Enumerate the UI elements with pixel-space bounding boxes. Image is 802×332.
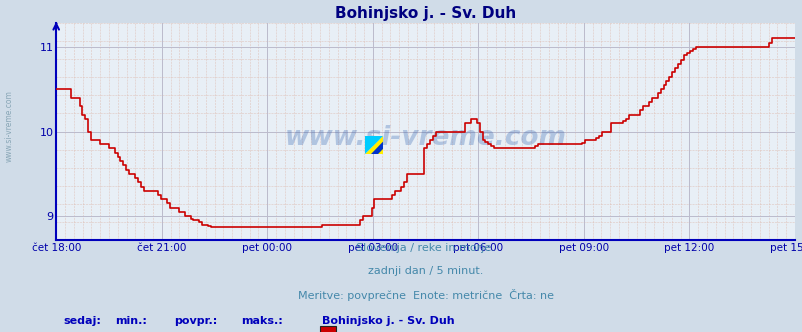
Polygon shape: [365, 136, 383, 154]
FancyBboxPatch shape: [319, 326, 336, 332]
Text: Slovenija / reke in morje.: Slovenija / reke in morje.: [356, 243, 494, 253]
Polygon shape: [371, 141, 383, 154]
Text: www.si-vreme.com: www.si-vreme.com: [284, 125, 566, 151]
Text: maks.:: maks.:: [241, 316, 282, 326]
Text: povpr.:: povpr.:: [174, 316, 217, 326]
Polygon shape: [365, 136, 383, 154]
Text: www.si-vreme.com: www.si-vreme.com: [5, 90, 14, 162]
Text: sedaj:: sedaj:: [63, 316, 101, 326]
Text: zadnji dan / 5 minut.: zadnji dan / 5 minut.: [367, 266, 483, 276]
Text: min.:: min.:: [115, 316, 147, 326]
Title: Bohinjsko j. - Sv. Duh: Bohinjsko j. - Sv. Duh: [334, 6, 516, 21]
Text: Bohinjsko j. - Sv. Duh: Bohinjsko j. - Sv. Duh: [322, 316, 454, 326]
Text: Meritve: povprečne  Enote: metrične  Črta: ne: Meritve: povprečne Enote: metrične Črta:…: [298, 289, 553, 301]
